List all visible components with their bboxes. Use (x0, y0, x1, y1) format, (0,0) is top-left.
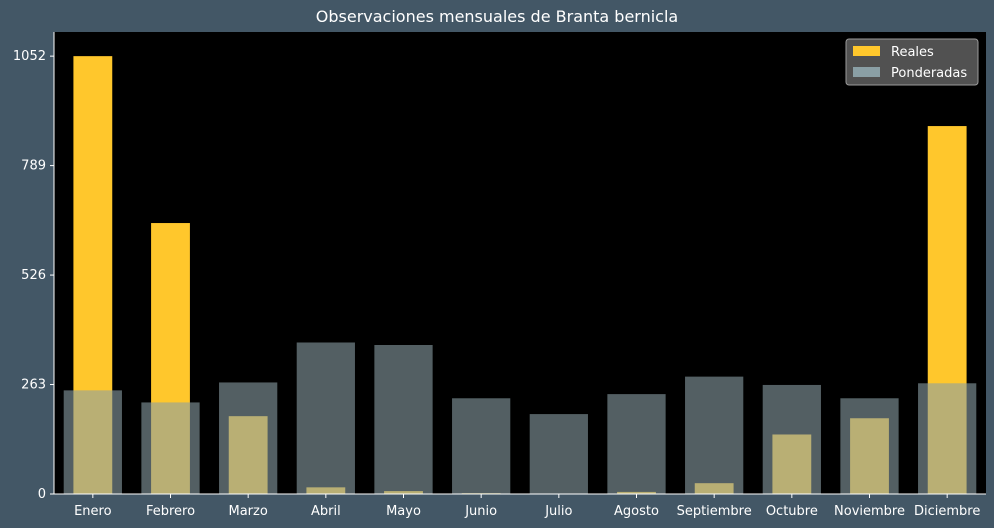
y-tick-label: 526 (21, 268, 46, 283)
x-tick-label: Mayo (386, 504, 421, 519)
x-tick-label: Agosto (614, 504, 659, 519)
bar-ponderadas (296, 342, 355, 494)
legend-swatch-reales (853, 46, 880, 56)
bar-ponderadas (374, 344, 433, 494)
bar-ponderadas (607, 394, 666, 494)
legend-label-ponderadas: Ponderadas (891, 66, 967, 81)
x-tick-label: Junio (464, 504, 497, 519)
x-tick-label: Octubre (766, 504, 818, 519)
bar-ponderadas (63, 390, 122, 494)
x-tick-label: Septiembre (677, 504, 752, 519)
x-tick-label: Abril (311, 504, 341, 519)
bar-ponderadas (685, 376, 744, 494)
y-tick-label: 263 (21, 378, 46, 393)
bar-ponderadas (762, 384, 821, 494)
x-tick-label: Noviembre (834, 504, 905, 519)
x-tick-label: Febrero (146, 504, 195, 519)
bar-ponderadas (529, 414, 588, 494)
bar-ponderadas (918, 383, 977, 494)
x-tick-label: Enero (74, 504, 112, 519)
y-tick-label: 1052 (13, 49, 46, 64)
plot-area (54, 32, 986, 494)
y-tick-label: 0 (38, 487, 46, 502)
x-tick-label: Marzo (229, 504, 268, 519)
bar-ponderadas (452, 398, 511, 494)
y-tick-label: 789 (21, 159, 46, 174)
x-tick-label: Diciembre (914, 504, 980, 519)
legend-label-reales: Reales (891, 45, 934, 60)
chart-title: Observaciones mensuales de Branta bernic… (315, 7, 679, 26)
x-tick-label: Julio (544, 504, 572, 519)
legend-swatch-ponderadas (853, 67, 880, 77)
bar-ponderadas (141, 402, 200, 494)
bar-ponderadas (840, 398, 899, 494)
bar-ponderadas (219, 382, 278, 494)
